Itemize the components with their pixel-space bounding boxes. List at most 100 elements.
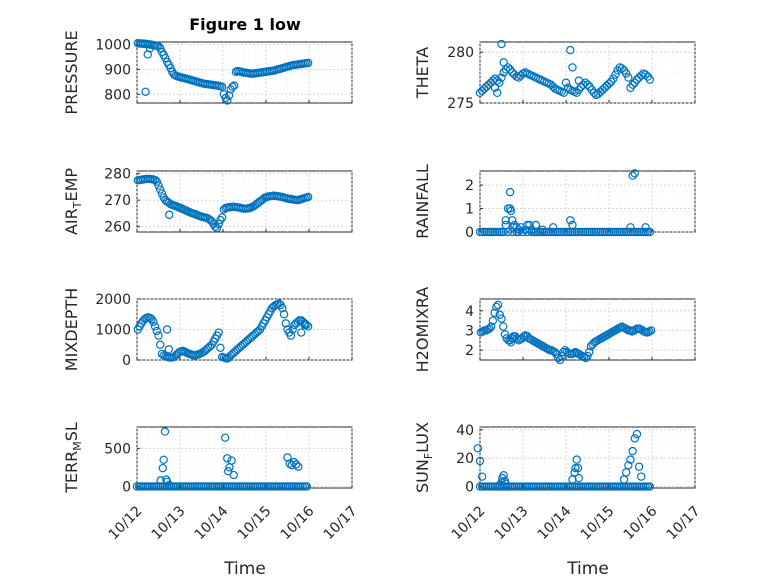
x-axis-label-left: Time bbox=[223, 559, 266, 579]
data-point bbox=[156, 340, 165, 349]
data-point bbox=[583, 80, 592, 89]
data-point bbox=[645, 482, 655, 491]
data-point bbox=[499, 322, 508, 331]
data-point bbox=[624, 73, 633, 82]
data-point bbox=[473, 444, 483, 453]
y-tick-label: 1000 bbox=[95, 37, 131, 53]
data-point bbox=[212, 223, 222, 233]
data-point bbox=[574, 473, 584, 483]
data-point bbox=[477, 472, 487, 481]
y-tick-label: 2 bbox=[465, 178, 474, 194]
data-point bbox=[566, 45, 575, 55]
data-point bbox=[645, 327, 654, 336]
x-tick-label: 10/16 bbox=[621, 503, 661, 543]
data-point bbox=[285, 459, 294, 468]
data-point bbox=[548, 223, 558, 232]
data-point bbox=[628, 80, 637, 89]
data-point bbox=[289, 457, 299, 467]
data-point bbox=[630, 434, 640, 443]
data-point bbox=[495, 78, 504, 87]
data-point bbox=[227, 456, 236, 465]
data-point bbox=[626, 223, 635, 232]
data-point bbox=[501, 479, 510, 488]
x-axis-label-right: Time bbox=[566, 559, 609, 579]
data-point bbox=[589, 88, 599, 98]
x-tick-label: 10/14 bbox=[192, 503, 232, 543]
data-point bbox=[571, 463, 580, 473]
data-point bbox=[297, 328, 306, 337]
data-point bbox=[585, 347, 594, 357]
data-point bbox=[503, 227, 513, 237]
data-point bbox=[223, 467, 233, 476]
x-tick-label: 10/12 bbox=[106, 503, 146, 543]
data-point bbox=[501, 216, 510, 225]
y-tick-label: 900 bbox=[104, 62, 131, 78]
data-point bbox=[216, 343, 225, 352]
data-point bbox=[288, 325, 297, 334]
data-point bbox=[514, 225, 523, 234]
subplot-rainfall: 0 1 2 RAINFALL bbox=[413, 164, 696, 241]
x-tick-label: 10/15 bbox=[235, 503, 275, 543]
data-point bbox=[527, 225, 536, 234]
data-point bbox=[509, 223, 518, 232]
data-point bbox=[493, 88, 502, 98]
data-point bbox=[499, 471, 508, 480]
data-point bbox=[475, 456, 485, 466]
data-point bbox=[490, 308, 499, 317]
data-point bbox=[566, 216, 575, 225]
data-point bbox=[506, 206, 516, 216]
data-point bbox=[497, 39, 506, 49]
data-point bbox=[229, 470, 238, 480]
data-point bbox=[645, 227, 655, 237]
data-point bbox=[508, 334, 517, 343]
data-point bbox=[630, 169, 640, 178]
data-point bbox=[159, 455, 168, 464]
data-point bbox=[506, 338, 516, 347]
y-tick-label: 0 bbox=[122, 353, 131, 369]
data-point bbox=[531, 220, 541, 230]
data-point bbox=[490, 83, 500, 92]
data-point bbox=[645, 75, 655, 84]
data-point bbox=[609, 74, 618, 83]
y-tick-label: 800 bbox=[104, 87, 131, 103]
x-tick-label: 10/15 bbox=[578, 503, 618, 543]
y-tick-label: 2000 bbox=[95, 292, 131, 308]
data-point bbox=[152, 177, 161, 186]
y-tick-label: 0 bbox=[122, 479, 131, 495]
data-point bbox=[622, 69, 631, 78]
data-point bbox=[286, 331, 296, 340]
data-point bbox=[485, 324, 494, 333]
data-point bbox=[634, 462, 644, 471]
y-tick-label: 40 bbox=[456, 423, 474, 439]
data-point bbox=[499, 58, 508, 67]
data-point bbox=[573, 463, 583, 473]
data-point bbox=[574, 76, 584, 85]
data-point bbox=[154, 331, 163, 340]
data-point bbox=[162, 325, 172, 334]
subplot-h2omixra: 2 3 4 H2OMIXRA bbox=[413, 287, 696, 372]
data-point bbox=[641, 223, 650, 232]
y-tick-label: 260 bbox=[104, 220, 131, 236]
data-point bbox=[278, 303, 287, 313]
x-tick-label: 10/17 bbox=[664, 503, 704, 543]
y-axis-label: AIRTEMP bbox=[62, 168, 84, 235]
y-tick-label: 280 bbox=[104, 167, 131, 183]
y-axis-label: RAINFALL bbox=[413, 164, 432, 239]
y-tick-label: 0 bbox=[465, 480, 474, 496]
data-point bbox=[486, 322, 496, 331]
data-point bbox=[478, 327, 487, 336]
y-tick-label: 280 bbox=[447, 45, 474, 61]
data-point bbox=[279, 310, 289, 319]
data-point bbox=[503, 63, 513, 72]
subplot-air-temp: 260 270 280 AIRTEMP bbox=[62, 167, 353, 236]
subplot-theta: 275 280 THETA bbox=[413, 39, 696, 112]
y-tick-label: 500 bbox=[104, 441, 131, 457]
data-point bbox=[505, 187, 515, 197]
data-point bbox=[518, 227, 528, 237]
y-axis-label: MIXDEPTH bbox=[62, 288, 81, 371]
data-point bbox=[646, 326, 656, 335]
subplot-sun-flux: 0 20 40 SUNFLUX 10/12 10/13 10/14 10/15 10/16 10/… bbox=[413, 422, 703, 543]
data-point bbox=[624, 461, 633, 470]
